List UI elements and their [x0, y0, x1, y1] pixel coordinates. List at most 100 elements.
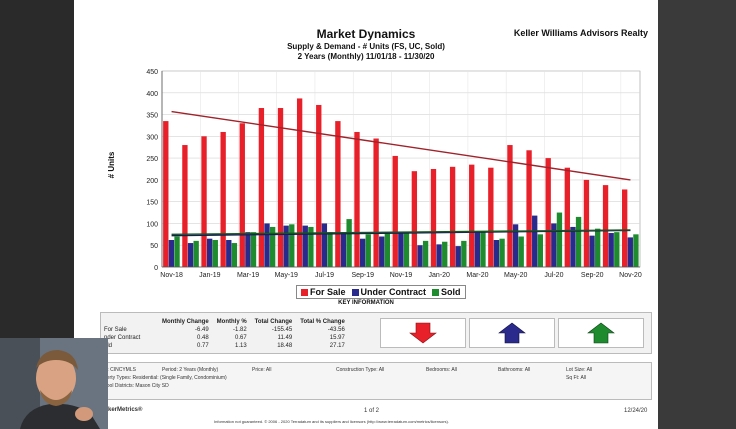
y-tick-label: 300 [146, 134, 158, 141]
legend-for-sale: For Sale [301, 287, 346, 297]
bar-for-sale [449, 166, 456, 267]
bar-for-sale [469, 164, 475, 267]
bar-for-sale [220, 131, 226, 267]
bar-under-contract [321, 223, 328, 267]
x-tick-label: Jul-20 [544, 272, 563, 279]
bar-under-contract [340, 232, 347, 267]
bar-sold [461, 240, 467, 267]
bar-for-sale [163, 121, 169, 267]
disclaimer: Information not guaranteed. © 2006 - 202… [214, 419, 449, 424]
bar-for-sale [201, 136, 207, 267]
chart-title: Market Dynamics [316, 27, 416, 41]
sqft-criteria: Sq Ft: All [566, 375, 587, 381]
bar-for-sale [526, 150, 532, 267]
x-tick-label: Sep-19 [351, 272, 374, 279]
y-axis-label: # Units [107, 151, 116, 178]
trendline-sold [171, 229, 631, 236]
chart-legend: For Sale Under Contract Sold [296, 285, 466, 299]
bar-for-sale [622, 189, 628, 267]
bar-for-sale [182, 145, 188, 267]
bar-sold [231, 243, 238, 267]
y-tick-label: 100 [146, 221, 158, 228]
brokerage-name: Keller Williams Advisors Realty [513, 28, 648, 38]
page-number: 1 of 2 [364, 408, 380, 414]
bedrooms-criteria: Bedrooms: All [426, 367, 457, 373]
report-date: 12/24/20 [624, 408, 648, 414]
chart-subtitle: Supply & Demand - # Units (FS, UC, Sold) [287, 42, 445, 51]
sold-trend-box [558, 318, 644, 348]
bar-under-contract [608, 233, 614, 267]
bar-under-contract [206, 238, 213, 267]
bar-under-contract [283, 225, 289, 267]
bar-for-sale [258, 108, 265, 268]
bar-for-sale [392, 155, 398, 267]
chart-period: 2 Years (Monthly) 11/01/18 - 11/30/20 [297, 52, 435, 61]
x-tick-label: Jan-19 [199, 272, 221, 279]
bar-under-contract [474, 232, 481, 267]
x-tick-label: Nov-18 [160, 272, 183, 279]
mls-criteria: S: CINCYMLS [104, 367, 136, 373]
bar-under-contract [627, 237, 633, 267]
bar-for-sale [430, 169, 437, 267]
col-monthly-change: Monthly Change [162, 319, 209, 325]
bar-for-sale [602, 185, 609, 267]
bar-under-contract [436, 244, 442, 267]
table-row: For Sale -6.49 -1.82 -155.45 -43.56 [104, 327, 345, 333]
y-tick-label: 400 [146, 91, 158, 98]
bar-sold [422, 240, 429, 267]
arrow-up-icon [498, 322, 526, 344]
bar-sold [384, 232, 391, 267]
presenter-image [0, 338, 108, 429]
bar-for-sale [354, 131, 360, 267]
bar-sold [537, 234, 543, 267]
bathrooms-criteria: Bathrooms: All [498, 367, 531, 373]
x-tick-label: May-20 [504, 272, 527, 279]
key-table-header: Monthly Change Monthly % Total Change To… [100, 318, 349, 326]
bar-under-contract [359, 238, 366, 267]
bar-sold [365, 234, 371, 267]
bar-for-sale [373, 138, 379, 267]
bar-under-contract [493, 239, 500, 267]
col-total-change: Total Change [254, 319, 293, 325]
bar-sold [595, 228, 601, 267]
bar-for-sale [488, 167, 494, 267]
trendline-for-sale [171, 110, 631, 181]
bar-sold [442, 241, 448, 267]
x-tick-label: May-19 [275, 272, 298, 279]
bar-under-contract [226, 239, 232, 267]
market-dynamics-chart: # Units 0 50 100 150 200 250 300 350 400 450 Nov-1… [107, 69, 642, 279]
right-bezel [658, 0, 736, 429]
school-district-criteria: hool Districts: Mason City SD [104, 383, 169, 389]
col-monthly-pct: Monthly % [216, 319, 247, 325]
price-criteria: Price: All [252, 367, 272, 373]
bar-sold [575, 216, 582, 267]
bar-sold [556, 212, 563, 267]
bar-for-sale [335, 121, 341, 267]
bar-sold [289, 224, 295, 267]
bar-under-contract [187, 243, 194, 267]
bar-under-contract [245, 232, 251, 267]
x-tick-label: Sep-20 [581, 272, 604, 279]
bar-under-contract [532, 215, 538, 267]
y-tick-label: 250 [146, 156, 158, 163]
bar-sold [212, 239, 218, 267]
report-criteria-panel [100, 362, 652, 400]
y-tick-label: 350 [146, 113, 158, 120]
y-tick-label: 50 [150, 243, 158, 250]
bar-sold [403, 232, 410, 267]
bar-for-sale [545, 158, 551, 267]
x-tick-label: Nov-19 [390, 272, 413, 279]
bar-under-contract [589, 235, 595, 267]
bar-under-contract [264, 223, 270, 267]
under-contract-swatch [351, 289, 359, 297]
bar-under-contract [455, 246, 461, 267]
presenter-webcam [0, 338, 108, 429]
table-row: old 0.77 1.13 18.48 27.17 [104, 343, 345, 349]
bar-under-contract [570, 226, 576, 267]
bar-for-sale [564, 167, 570, 267]
bar-for-sale [277, 108, 284, 268]
y-tick-label: 150 [146, 200, 158, 207]
bar-under-contract [551, 223, 557, 267]
bar-under-contract [398, 233, 404, 267]
bar-under-contract [168, 239, 175, 267]
